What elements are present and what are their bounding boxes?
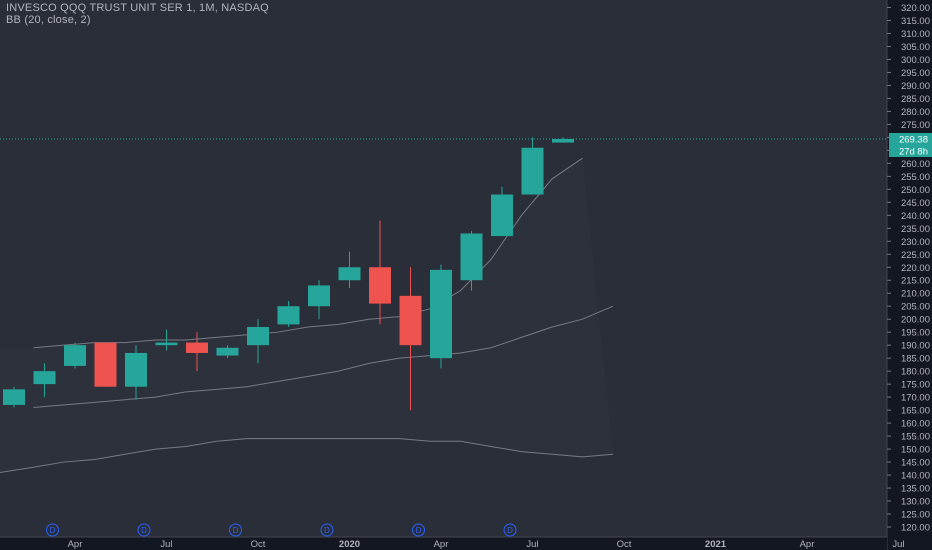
candle-body[interactable] <box>491 194 513 237</box>
dividend-marker[interactable] <box>137 523 151 537</box>
y-tick-label: 185.00 <box>901 354 930 365</box>
dividend-marker[interactable] <box>46 523 59 537</box>
y-tick-label: 165.00 <box>901 406 930 417</box>
candle-body[interactable] <box>369 267 391 304</box>
y-tick-label: 320.00 <box>901 3 930 14</box>
y-tick-label: 200.00 <box>901 315 930 326</box>
y-tick-label: 295.00 <box>901 68 930 79</box>
dividend-marker-label: D <box>507 526 513 535</box>
candle-body[interactable] <box>521 147 544 195</box>
y-tick-label: 145.00 <box>901 458 930 469</box>
x-tick-label: Apr <box>434 539 449 550</box>
y-tick-label: 235.00 <box>901 224 930 235</box>
dividend-marker-label: D <box>324 526 330 535</box>
x-tick-label: Jul <box>526 539 538 550</box>
time-axis[interactable] <box>0 537 887 550</box>
y-tick-label: 290.00 <box>901 81 930 92</box>
last-price-badge <box>889 132 932 145</box>
x-tick-label: 2021 <box>705 539 727 550</box>
y-tick-label: 135.00 <box>901 484 930 495</box>
y-tick-label: 140.00 <box>901 471 930 482</box>
y-tick-label: 175.00 <box>901 380 930 391</box>
x-tick-label: 2020 <box>339 539 360 550</box>
indicator-legend[interactable]: BB (20, close, 2) <box>6 14 91 26</box>
bb-upper-line <box>33 157 583 349</box>
candle-body[interactable] <box>33 371 56 385</box>
candle-body[interactable] <box>430 269 452 359</box>
dividend-marker[interactable] <box>320 523 334 537</box>
candle-body[interactable] <box>552 138 574 143</box>
y-tick-label: 195.00 <box>901 328 930 339</box>
x-tick-label: Apr <box>800 539 815 550</box>
y-tick-label: 130.00 <box>901 497 930 508</box>
dividend-marker-label: D <box>416 526 422 535</box>
y-tick-label: 300.00 <box>901 55 930 66</box>
countdown-label: 27d 8h <box>899 146 928 157</box>
y-tick-label: 215.00 <box>901 276 930 287</box>
y-tick-label: 170.00 <box>901 393 930 404</box>
candle-body[interactable] <box>277 306 300 325</box>
x-tick-label: Oct <box>617 539 632 550</box>
x-tick-label: Jul <box>160 539 172 550</box>
y-tick-label: 155.00 <box>901 432 930 443</box>
candle-body[interactable] <box>399 295 422 346</box>
bb-lower-line <box>0 438 614 473</box>
candle-body[interactable] <box>155 342 178 346</box>
y-tick-label: 160.00 <box>901 419 930 430</box>
bb-middle-line <box>33 305 614 409</box>
countdown-badge <box>889 144 932 157</box>
dividend-marker[interactable] <box>503 523 517 537</box>
candle-body[interactable] <box>94 342 117 387</box>
y-tick-label: 245.00 <box>901 198 930 209</box>
price-axis[interactable] <box>887 0 932 550</box>
candle-body[interactable] <box>64 345 86 366</box>
y-tick-label: 250.00 <box>901 185 930 196</box>
x-tick-label: Oct <box>251 539 266 550</box>
y-tick-label: 305.00 <box>901 42 930 53</box>
y-tick-label: 225.00 <box>901 250 930 261</box>
y-tick-label: 150.00 <box>901 445 930 456</box>
y-tick-label: 120.00 <box>901 523 930 534</box>
y-tick-label: 230.00 <box>901 237 930 248</box>
last-price-label: 269.38 <box>899 134 928 145</box>
y-tick-label: 180.00 <box>901 367 930 378</box>
y-tick-label: 310.00 <box>901 29 930 40</box>
y-tick-label: 255.00 <box>901 172 930 183</box>
y-tick-label: 210.00 <box>901 289 930 300</box>
y-tick-label: 220.00 <box>901 263 930 274</box>
candle-body[interactable] <box>247 326 269 346</box>
y-tick-label: 315.00 <box>901 16 930 27</box>
y-tick-label: 260.00 <box>901 159 930 170</box>
candle-body[interactable] <box>125 352 147 387</box>
candle-body[interactable] <box>216 347 239 356</box>
candle-body[interactable] <box>308 285 330 307</box>
y-tick-label: 280.00 <box>901 107 930 118</box>
y-tick-label: 240.00 <box>901 211 930 222</box>
y-tick-label: 125.00 <box>901 510 930 521</box>
bb-band-fill <box>0 158 613 473</box>
y-tick-label: 190.00 <box>901 341 930 352</box>
plot-area[interactable] <box>0 0 886 537</box>
dividend-marker-label: D <box>233 526 239 535</box>
dividend-marker-label: D <box>141 526 147 535</box>
dividend-marker[interactable] <box>412 523 425 537</box>
dividend-marker-label: D <box>50 526 56 535</box>
x-tick-label: Jul <box>892 539 904 550</box>
dividend-marker[interactable] <box>229 523 242 537</box>
x-tick-label: Apr <box>68 539 83 550</box>
candle-body[interactable] <box>3 389 25 405</box>
y-tick-label: 275.00 <box>901 120 930 131</box>
candle-body[interactable] <box>460 233 483 281</box>
candle-body[interactable] <box>338 267 361 281</box>
y-tick-label: 285.00 <box>901 94 930 105</box>
candle-body[interactable] <box>186 342 208 353</box>
y-tick-label: 205.00 <box>901 302 930 313</box>
chart-title: INVESCO QQQ TRUST UNIT SER 1, 1M, NASDAQ <box>6 2 269 14</box>
